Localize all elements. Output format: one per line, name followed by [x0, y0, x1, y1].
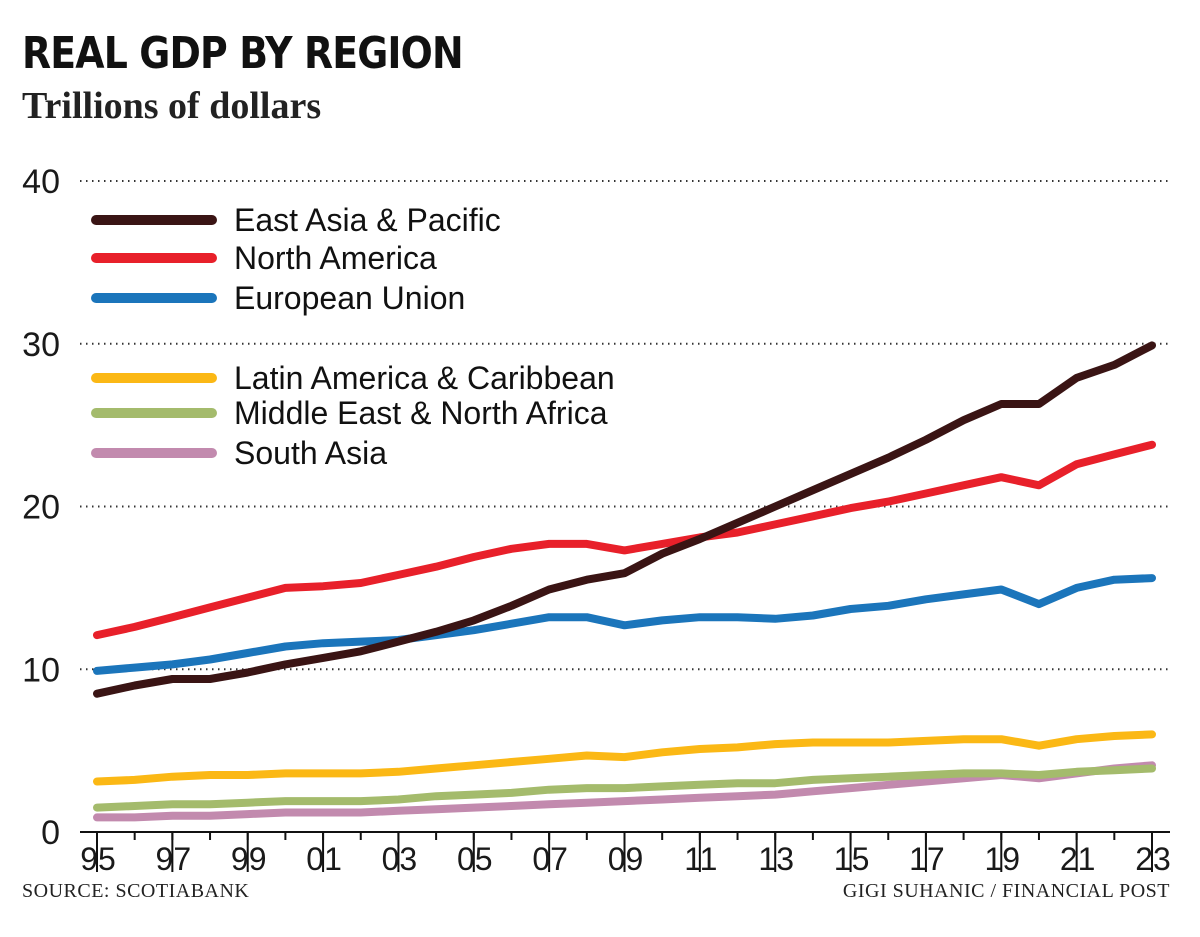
y-tick-label: 30 — [22, 326, 60, 364]
x-tick-label: 17 — [909, 841, 945, 877]
x-tick-label: 01 — [306, 841, 342, 877]
series-line-european-union — [93, 574, 1156, 675]
series-line-middle-east-north-africa — [93, 764, 1156, 812]
x-tick-label: 13 — [758, 841, 794, 877]
legend-label: Middle East & North Africa — [234, 395, 608, 431]
chart-title: REAL GDP BY REGION — [22, 28, 464, 79]
credit-note: GIGI SUHANIC / FINANCIAL POST — [842, 880, 1170, 902]
x-tick-label: 19 — [984, 841, 1020, 877]
source-note: SOURCE: SCOTIABANK — [22, 880, 250, 902]
x-tick-label: 15 — [834, 841, 870, 877]
y-tick-label: 40 — [22, 163, 60, 201]
legend-label: East Asia & Pacific — [234, 202, 501, 238]
x-tick-label: 03 — [382, 841, 418, 877]
legend-label: South Asia — [234, 435, 387, 471]
series-line-east-asia-pacific — [93, 341, 1156, 698]
x-tick-label: 21 — [1060, 841, 1096, 877]
legend-label: Latin America & Caribbean — [234, 360, 615, 396]
x-tick-label: 05 — [457, 841, 493, 877]
x-tick-label: 95 — [80, 841, 116, 877]
x-tick-label: 11 — [684, 841, 717, 877]
axis-layer: 0 10 20 30 40 95 97 99 01 03 05 07 09 11 13 15 17 19 21 23 — [22, 163, 1171, 877]
y-tick-label: 10 — [22, 651, 60, 689]
x-tick-label: 99 — [231, 841, 267, 877]
x-tick-label: 07 — [532, 841, 568, 877]
y-tick-label: 20 — [22, 489, 60, 527]
series-layer — [93, 341, 1156, 822]
chart-subtitle: Trillions of dollars — [22, 85, 322, 127]
series-line-latin-america-caribbean — [93, 730, 1156, 786]
legend-label: European Union — [234, 280, 465, 316]
x-tick-label: 09 — [608, 841, 644, 877]
series-line-north-america — [93, 440, 1156, 640]
legend-label: North America — [234, 240, 437, 276]
y-tick-label: 0 — [41, 814, 60, 852]
x-tick-label: 97 — [156, 841, 192, 877]
x-tick-label: 23 — [1135, 841, 1171, 877]
